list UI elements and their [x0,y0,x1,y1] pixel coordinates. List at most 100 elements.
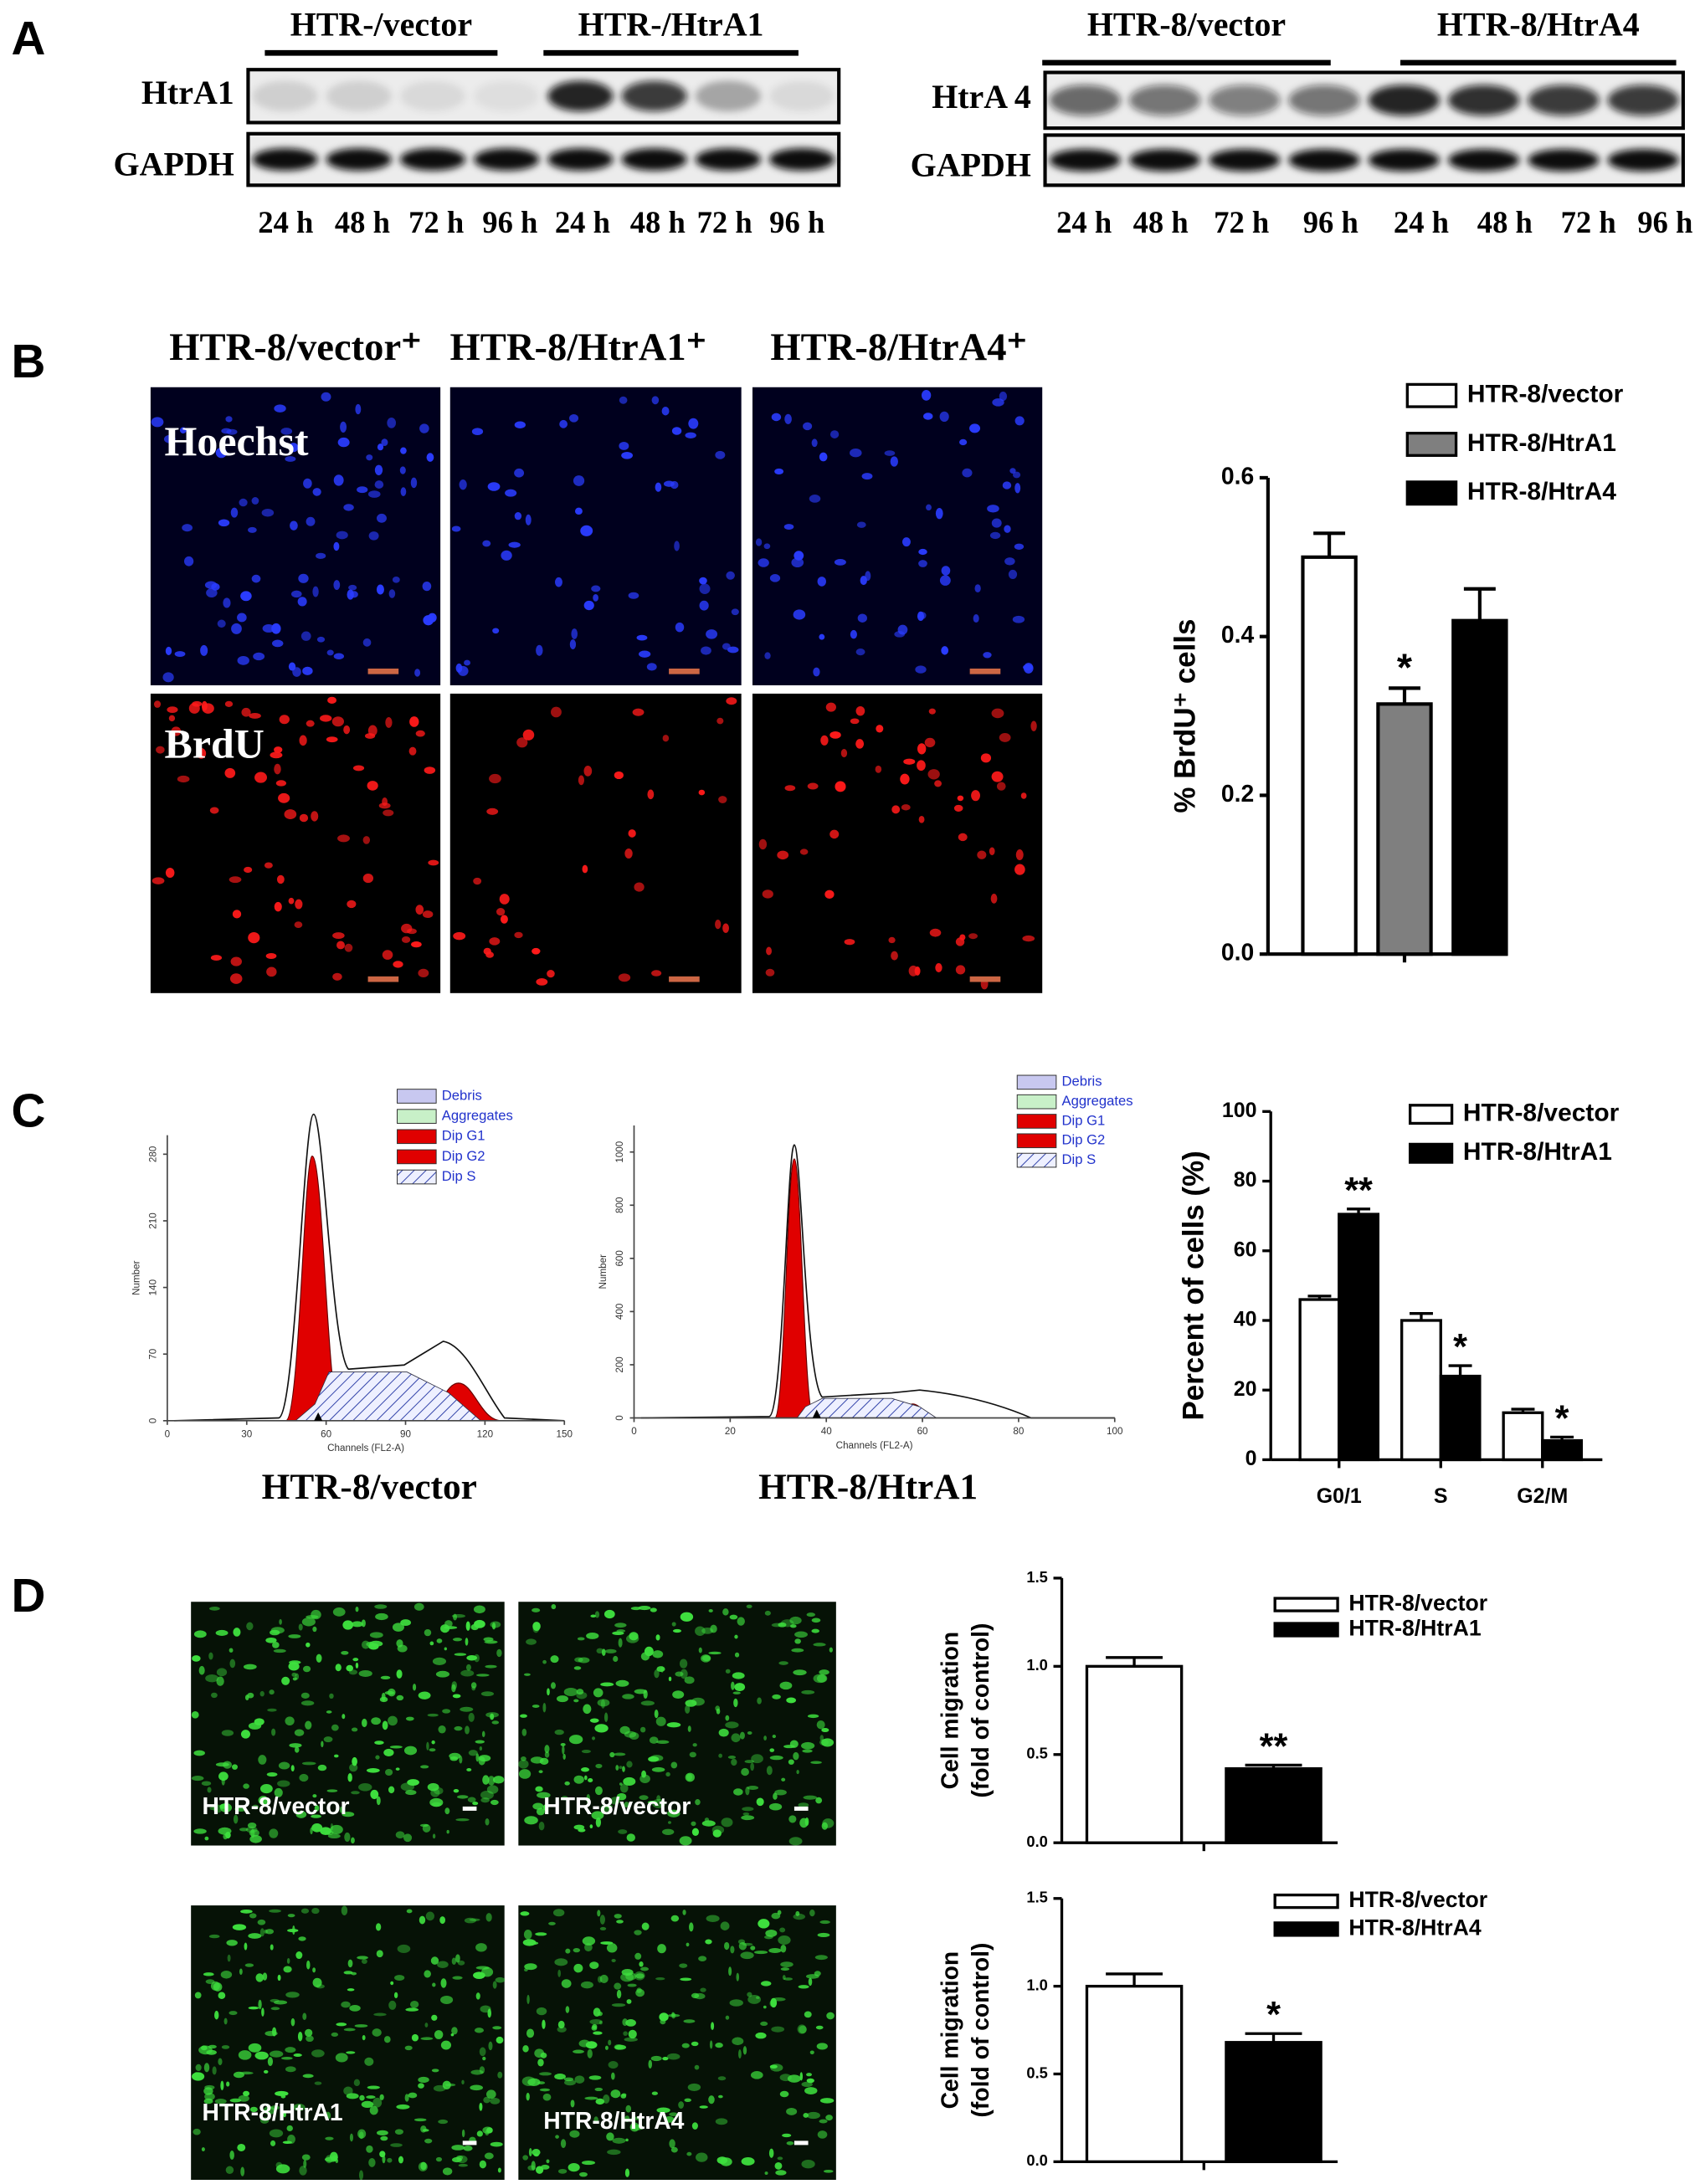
cell-dot [623,2031,628,2037]
y-tick-label: 20 [1234,1377,1257,1401]
cell-dot [619,396,628,404]
cell-dot [367,781,378,791]
cell-dot [418,2161,428,2172]
cell-dot [741,2157,755,2166]
cell-dot [725,2015,730,2020]
cell-dot [710,1624,717,1633]
cell-dot [1014,416,1025,426]
cell-dot [901,537,911,547]
cell-dot [718,1753,723,1758]
cell-dot [411,941,422,948]
cell-dot [670,2146,678,2153]
cell-dot [347,1772,352,1782]
blot-band [1448,149,1520,172]
cell-dot [661,406,670,416]
cell-dot [619,1783,629,1793]
cell-dot [351,1791,360,1795]
blot-band [1209,149,1281,172]
legend-swatch [1273,1597,1339,1612]
cell-dot [583,765,593,777]
cell-dot [968,933,978,940]
cell-dot [524,1963,537,1971]
cell-dot [721,1817,733,1828]
cell-dot [771,1912,781,1920]
cell-dot [434,2030,444,2039]
cell-dot [578,775,585,786]
cell-dot [431,1802,442,1807]
cell-dot [269,1909,281,1913]
cell-dot [573,475,585,486]
legend-swatch [1016,1133,1057,1149]
cell-dot [806,2073,812,2077]
blot-band [768,148,835,171]
cell-dot [474,1653,480,1663]
cell-dot [401,923,413,934]
cell-dot [332,972,342,981]
cell-dot [485,1712,499,1718]
scale-bar [462,1806,477,1811]
y-tick-label: 0.4 [1221,621,1255,648]
cell-dot [656,1740,670,1744]
cell-dot [732,2037,744,2046]
bar [1085,1664,1184,1844]
cell-dot [355,1606,359,1612]
cell-dot [793,1669,807,1676]
cell-dot [390,1981,394,1986]
cell-dot [554,1729,564,1735]
y-tick-label: 80 [1234,1168,1257,1192]
cell-dot [433,2084,446,2092]
cell-dot [295,1810,307,1818]
cell-dot [398,2156,403,2164]
cell-dot [591,1811,604,1820]
cell-dot [267,2057,274,2067]
cell-dot [428,859,439,866]
cell-dot [546,2159,550,2164]
cell-dot [822,1818,835,1828]
cell-dot [394,2129,403,2135]
bar [1451,618,1508,956]
cell-dot [405,1789,417,1796]
cell-dot [667,1809,681,1817]
cell-dot [500,915,508,924]
cell-dot [275,780,287,787]
cell-dot [194,1992,202,1999]
cell-dot [482,1775,490,1785]
cell-dot [834,559,846,566]
cell-dot [628,2029,637,2039]
cell-dot [991,771,1004,782]
cell-dot [368,2158,376,2167]
cell-dot [593,1688,603,1698]
cell-dot [341,1905,348,1915]
cell-dot [457,1960,465,1966]
cell-dot [343,1971,353,1975]
cell-dot [311,1609,321,1620]
cell-dot [299,813,309,823]
legend-swatch [1273,1622,1339,1638]
cell-dot [597,1699,610,1707]
cell-dot [359,2131,364,2140]
cell-dot [429,1641,434,1646]
cell-dot [295,1951,303,1960]
time-label: 24 h [258,205,313,239]
cell-dot [724,1941,730,1951]
cell-dot [290,520,298,531]
cell-dot [884,450,896,456]
cell-dot [771,2026,785,2033]
bar [1502,1411,1544,1462]
cell-dot [720,1921,730,1930]
time-label: 96 h [1303,205,1358,239]
cell-dot [272,1641,280,1648]
cell-dot [321,1741,324,1748]
cell-dot [280,428,293,435]
cell-dot [424,2138,433,2144]
cell-dot [728,1966,732,1976]
cell-dot [927,769,940,780]
cell-dot [355,403,362,415]
cell-dot [701,646,711,655]
x-tick-label: G0/1 [1317,1484,1362,1508]
cell-dot [974,584,981,593]
histogram-title: HTR-8/HtrA1 [758,1467,978,1507]
cell-dot [650,2055,662,2062]
cell-dot [325,2136,334,2140]
